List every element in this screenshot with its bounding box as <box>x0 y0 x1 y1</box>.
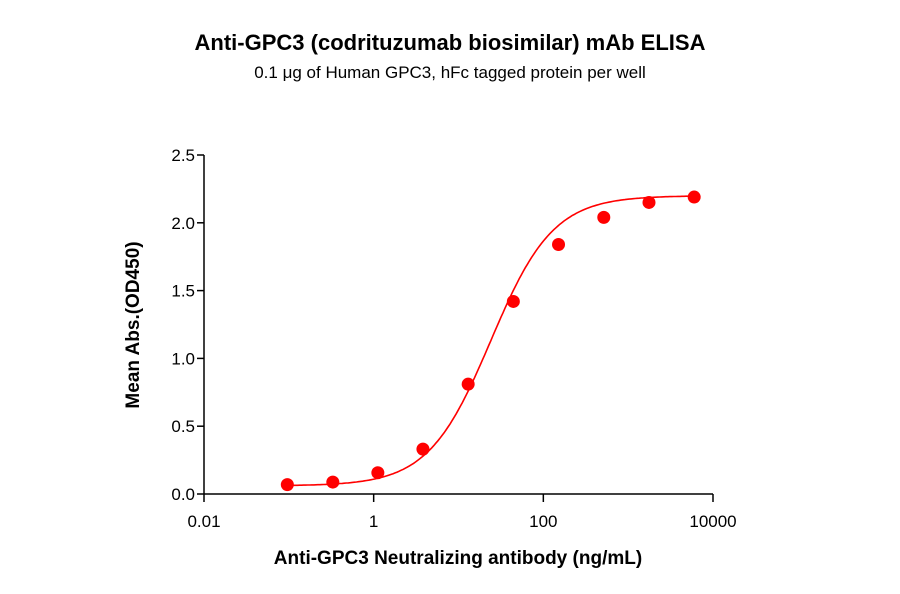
chart-title: Anti-GPC3 (codrituzumab biosimilar) mAb … <box>195 30 706 55</box>
fit-curve <box>287 195 695 487</box>
y-tick-label: 0.0 <box>171 485 195 504</box>
data-point <box>280 478 294 492</box>
x-tick-label: 100 <box>529 512 557 531</box>
data-point <box>597 210 611 224</box>
y-tick-label: 1.0 <box>171 349 195 368</box>
y-tick-label: 1.5 <box>171 282 195 301</box>
data-point <box>506 294 520 308</box>
x-tick-label: 0.01 <box>187 512 220 531</box>
chart-subtitle: 0.1 μg of Human GPC3, hFc tagged protein… <box>254 63 646 82</box>
x-tick-label: 1 <box>369 512 378 531</box>
data-point <box>461 377 475 391</box>
y-tick-label: 0.5 <box>171 417 195 436</box>
data-point <box>687 190 701 204</box>
data-point <box>326 475 340 489</box>
data-point <box>642 195 656 209</box>
data-point <box>552 237 566 251</box>
y-tick-label: 2.5 <box>171 146 195 165</box>
data-point <box>416 442 430 456</box>
x-tick-label: 10000 <box>689 512 736 531</box>
y-axis-label: Mean Abs.(OD450) <box>123 241 144 408</box>
data-point <box>371 466 385 480</box>
y-tick-label: 2.0 <box>171 214 195 233</box>
x-axis-label: Anti-GPC3 Neutralizing antibody (ng/mL) <box>274 548 642 569</box>
